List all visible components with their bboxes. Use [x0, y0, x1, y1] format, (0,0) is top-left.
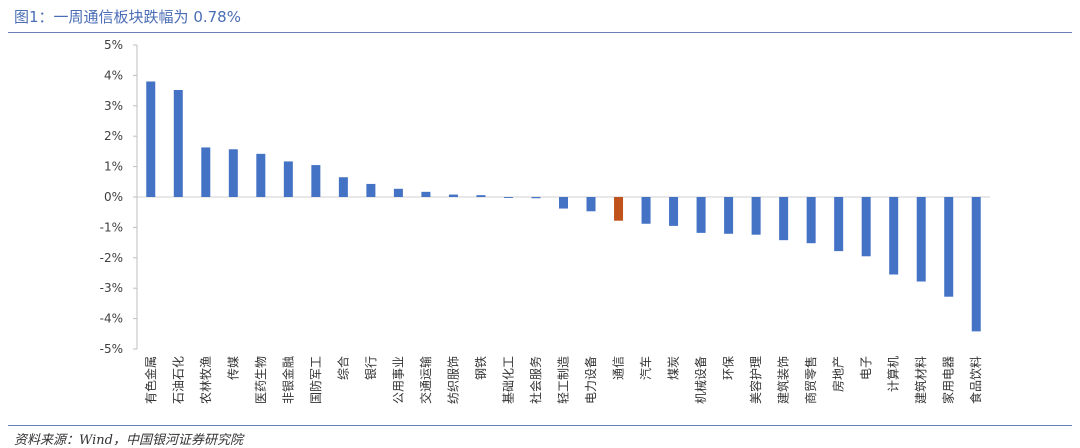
bar-10 — [421, 191, 431, 197]
bar-16 — [586, 197, 596, 212]
bar-25 — [834, 197, 844, 252]
bar-8 — [366, 183, 376, 197]
bar-7 — [338, 177, 348, 197]
x-category-label: 汽车 — [638, 356, 653, 380]
bar-19 — [669, 197, 679, 226]
x-category-label: 石油石化 — [171, 356, 185, 404]
bar-0 — [146, 81, 156, 197]
bar-4 — [256, 153, 266, 197]
x-axis-labels: 有色金属 石油石化 农林牧渔 传媒 医药生物 非银金融 国防军工 综合 银行 公用事业 交通运输 纺织… — [143, 356, 983, 404]
x-category-label: 纺织服饰 — [446, 356, 460, 404]
bar-12 — [476, 195, 486, 197]
x-category-label: 农林牧渔 — [199, 356, 213, 404]
x-category-label: 商贸零售 — [803, 356, 818, 404]
bar-6 — [311, 165, 321, 197]
x-category-label: 银行 — [364, 356, 378, 380]
x-category-label: 非银金融 — [280, 356, 295, 404]
x-category-label: 房地产 — [831, 356, 846, 392]
bar-3 — [228, 149, 238, 197]
y-tick-label: -4% — [100, 312, 123, 326]
x-category-label: 食品饮料 — [968, 356, 983, 404]
bar-26 — [861, 197, 871, 257]
x-category-label: 社会服务 — [528, 356, 543, 404]
x-category-label: 医药生物 — [254, 356, 268, 404]
x-category-label: 国防军工 — [308, 356, 323, 404]
x-category-label: 有色金属 — [143, 356, 158, 404]
y-axis: 5% 4% 3% 2% 1% 0% -1% -2% -3% -4% -5% — [100, 38, 138, 356]
chart-title: 图1：一周通信板块跌幅为 0.78% — [14, 8, 241, 26]
y-tick-label: -5% — [100, 342, 123, 356]
y-tick-label: 4% — [104, 68, 123, 82]
y-tick-label: 1% — [104, 160, 123, 174]
bar-28 — [916, 197, 926, 282]
bar-1 — [173, 89, 183, 197]
bar-30 — [971, 197, 981, 332]
x-category-label: 公用事业 — [391, 356, 405, 404]
x-category-label: 环保 — [722, 356, 736, 380]
y-tick-label: 2% — [104, 129, 123, 143]
bar-18 — [641, 197, 651, 224]
x-category-label: 通信 — [612, 356, 626, 380]
bar-13 — [503, 197, 513, 198]
bar-20 — [696, 197, 706, 233]
bar-21 — [724, 197, 734, 234]
bar-27 — [889, 197, 899, 275]
x-category-label: 家用电器 — [941, 356, 956, 404]
bar-22 — [751, 197, 761, 235]
x-category-label: 电子 — [859, 356, 873, 380]
title-divider — [8, 32, 1072, 33]
x-category-label: 钢铁 — [474, 356, 488, 380]
y-tick-label: -1% — [100, 220, 123, 234]
x-category-label: 轻工制造 — [557, 356, 571, 404]
bar-5 — [283, 161, 293, 197]
x-category-label: 计算机 — [886, 356, 901, 392]
x-category-label: 美容护理 — [748, 356, 763, 404]
y-tick-label: -3% — [100, 281, 123, 295]
source-divider — [8, 425, 1072, 426]
x-category-label: 传媒 — [225, 356, 240, 380]
bar-24 — [806, 197, 816, 244]
x-category-label: 煤炭 — [667, 356, 681, 380]
x-category-label: 电力设备 — [584, 356, 598, 404]
x-category-label: 交通运输 — [418, 356, 433, 404]
y-tick-label: -2% — [100, 251, 123, 265]
x-category-label: 建筑材料 — [913, 356, 928, 404]
bar-11 — [448, 194, 458, 197]
y-tick-label: 3% — [104, 99, 123, 113]
bar-23 — [779, 197, 789, 241]
bar-29 — [944, 197, 954, 297]
bar-9 — [393, 188, 403, 197]
source-note: 资料来源：Wind，中国银河证券研究院 — [14, 433, 243, 448]
bar-15 — [559, 197, 568, 209]
x-category-label: 建筑装饰 — [776, 356, 791, 404]
x-category-label: 基础化工 — [501, 356, 515, 404]
y-tick-label: 0% — [104, 190, 123, 204]
bar-chart: 5% 4% 3% 2% 1% 0% -1% -2% -3% -4% -5% 有色金属 石油石化 农林牧渔… — [100, 38, 990, 404]
y-tick-label: 5% — [104, 38, 123, 52]
x-category-label: 机械设备 — [693, 356, 708, 404]
bar-2 — [201, 147, 211, 197]
x-category-label: 综合 — [335, 356, 350, 380]
bar-14 — [531, 197, 541, 199]
bar-17 — [614, 197, 624, 221]
bars — [137, 81, 990, 332]
